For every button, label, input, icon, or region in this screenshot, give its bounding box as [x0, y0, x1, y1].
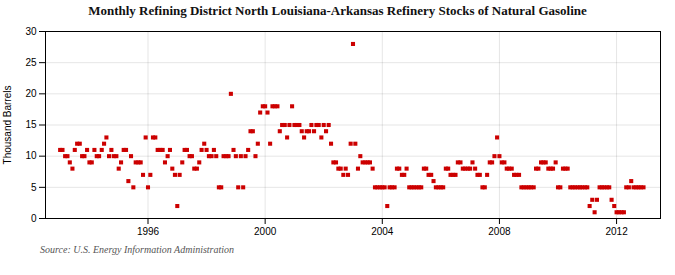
svg-text:20: 20 — [25, 88, 37, 99]
svg-text:2000: 2000 — [254, 226, 277, 237]
svg-text:10: 10 — [25, 150, 37, 161]
svg-text:1996: 1996 — [137, 226, 160, 237]
svg-text:15: 15 — [25, 119, 37, 130]
svg-text:5: 5 — [31, 182, 37, 193]
svg-text:2008: 2008 — [488, 226, 511, 237]
svg-text:0: 0 — [31, 213, 37, 224]
svg-text:Thousand Barrels: Thousand Barrels — [2, 86, 13, 165]
html-text:Source: U.S. Energy Informatio: Source: U.S. Energy Information Administ… — [40, 244, 235, 255]
html-text:Monthly Refining District Nort: Monthly Refining District North Louisian… — [88, 3, 587, 18]
svg-text:30: 30 — [25, 26, 37, 37]
svg-text:2004: 2004 — [371, 226, 394, 237]
svg-text:2012: 2012 — [605, 226, 628, 237]
svg-text:25: 25 — [25, 57, 37, 68]
